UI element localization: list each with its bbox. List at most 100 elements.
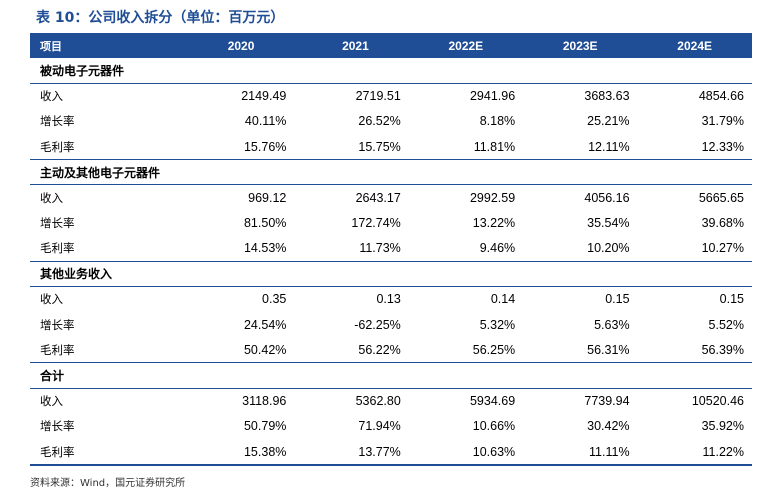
table-cell: 5.52% <box>708 317 744 332</box>
table-cell: 35.92% <box>701 419 744 434</box>
table-row: 毛利率 15.38% 13.77% 10.63% 11.11% 11.22% <box>30 439 752 464</box>
section-row: 被动电子元器件 <box>30 58 752 84</box>
section-title: 被动电子元器件 <box>30 58 752 84</box>
table-cell: 0.13 <box>376 292 401 307</box>
table-row: 收入 2149.49 2719.51 2941.96 3683.63 4854.66 <box>30 83 752 108</box>
row-label: 增长率 <box>40 216 75 231</box>
table-cell: 0.35 <box>262 292 287 307</box>
table-cell: 31.79% <box>701 114 744 129</box>
table-cell: 26.52% <box>358 114 401 129</box>
table-cell: 56.22% <box>358 342 401 357</box>
table-row: 毛利率 14.53% 11.73% 9.46% 10.20% 10.27% <box>30 236 752 261</box>
table-cell: 3683.63 <box>584 89 630 104</box>
row-label: 毛利率 <box>40 139 75 154</box>
table-row: 收入 3118.96 5362.80 5934.69 7739.94 10520.46 <box>30 388 752 413</box>
table-cell: 39.68% <box>701 216 744 231</box>
table-cell: 2643.17 <box>355 190 401 205</box>
revenue-breakdown-table: 项目 2020 2021 2022E 2023E 2024E 被动电子元器件 收入… <box>30 33 752 464</box>
row-label: 收入 <box>40 292 63 307</box>
table-cell: 35.54% <box>587 216 630 231</box>
table-cell: 2992.59 <box>469 190 516 205</box>
table-cell: 7739.94 <box>584 394 630 409</box>
table-cell: 30.42% <box>587 419 630 434</box>
table-cell: 9.46% <box>479 241 516 256</box>
table-cell: 11.22% <box>702 444 744 459</box>
header-year-2024e: 2024E <box>677 38 712 53</box>
table-cell: 25.21% <box>587 114 630 129</box>
row-label: 收入 <box>40 89 63 104</box>
table-cell: 172.74% <box>351 216 401 231</box>
section-row: 合计 <box>30 362 752 389</box>
section-title: 主动及其他电子元器件 <box>30 159 752 186</box>
header-year-2022e: 2022E <box>448 38 484 53</box>
table-row: 收入 0.35 0.13 0.14 0.15 0.15 <box>30 287 752 312</box>
section-row: 其他业务收入 <box>30 260 752 288</box>
table-cell: 0.15 <box>605 292 630 307</box>
header-year-2023e: 2023E <box>562 38 598 53</box>
table-cell: 10520.46 <box>691 394 744 409</box>
header-item-label: 项目 <box>40 39 62 53</box>
table-title: 表 10：公司收入拆分（单位：百万元） <box>36 10 285 26</box>
table-cell: 2941.96 <box>469 89 516 104</box>
table-row: 增长率 81.50% 172.74% 13.22% 35.54% 39.68% <box>30 210 752 235</box>
row-label: 毛利率 <box>40 241 75 256</box>
header-row: 项目 2020 2021 2022E 2023E 2024E <box>30 33 752 58</box>
table-cell: 15.76% <box>243 139 287 154</box>
table-row: 毛利率 50.42% 56.22% 56.25% 56.31% 56.39% <box>30 337 752 362</box>
table-cell: 71.94% <box>358 419 401 434</box>
table-cell: 50.79% <box>243 419 287 434</box>
row-label: 毛利率 <box>40 342 75 357</box>
table-cell: 11.11% <box>589 444 630 459</box>
table-cell: 56.31% <box>587 342 630 357</box>
table-cell: 56.39% <box>701 342 744 357</box>
row-label: 增长率 <box>40 419 75 434</box>
table-cell: 5362.80 <box>355 394 401 409</box>
table-cell: 10.66% <box>472 419 516 434</box>
table-header: 项目 2020 2021 2022E 2023E 2024E <box>30 33 752 58</box>
table-cell: 5665.65 <box>698 190 744 205</box>
row-label: 增长率 <box>40 114 75 129</box>
header-year-2020: 2020 <box>227 38 255 53</box>
table-cell: 14.53% <box>243 241 287 256</box>
table-row: 增长率 24.54% -62.25% 5.32% 5.63% 5.52% <box>30 312 752 337</box>
table-cell: 13.22% <box>472 216 516 231</box>
table-cell: 12.33% <box>701 139 744 154</box>
table-row: 增长率 50.79% 71.94% 10.66% 30.42% 35.92% <box>30 413 752 438</box>
table-cell: 12.11% <box>588 139 630 154</box>
table-row: 增长率 40.11% 26.52% 8.18% 25.21% 31.79% <box>30 109 752 134</box>
table-cell: 2719.51 <box>355 89 401 104</box>
table-cell: 969.12 <box>248 190 287 205</box>
table-cell: 5934.69 <box>469 394 516 409</box>
table-cell: 10.27% <box>701 241 744 256</box>
table-cell: 0.15 <box>719 292 744 307</box>
table-cell: 13.77% <box>358 444 401 459</box>
table-cell: 2149.49 <box>241 89 287 104</box>
table-cell: 40.11% <box>244 114 287 129</box>
table-cell: 4854.66 <box>698 89 744 104</box>
table-cell: 8.18% <box>479 114 516 129</box>
section-title: 合计 <box>30 362 752 389</box>
table-row: 毛利率 15.76% 15.75% 11.81% 12.11% 12.33% <box>30 134 752 159</box>
source-note: 资料来源：Wind，国元证券研究所 <box>30 478 186 489</box>
header-year-2021: 2021 <box>342 38 369 53</box>
row-label: 收入 <box>40 190 63 205</box>
row-label: 毛利率 <box>40 444 75 459</box>
row-label: 增长率 <box>40 317 75 332</box>
table-cell: 11.73% <box>359 241 401 256</box>
table-cell: 15.38% <box>243 444 287 459</box>
table-cell: -62.25% <box>354 317 401 332</box>
table-cell: 24.54% <box>243 317 287 332</box>
table-cell: 10.20% <box>587 241 630 256</box>
table-cell: 81.50% <box>243 216 287 231</box>
row-label: 收入 <box>40 394 63 409</box>
table-cell: 15.75% <box>358 139 401 154</box>
table-cell: 0.14 <box>490 292 516 307</box>
section-title: 其他业务收入 <box>30 260 752 288</box>
table-body: 被动电子元器件收入 2149.49 2719.51 2941.96 3683.63 485… <box>30 58 752 464</box>
table-cell: 5.63% <box>594 317 630 332</box>
table-row: 收入 969.12 2643.17 2992.59 4056.16 5665.65 <box>30 185 752 210</box>
table-cell: 4056.16 <box>584 190 630 205</box>
section-row: 主动及其他电子元器件 <box>30 159 752 186</box>
table-cell: 50.42% <box>243 342 287 357</box>
table-cell: 3118.96 <box>242 394 287 409</box>
